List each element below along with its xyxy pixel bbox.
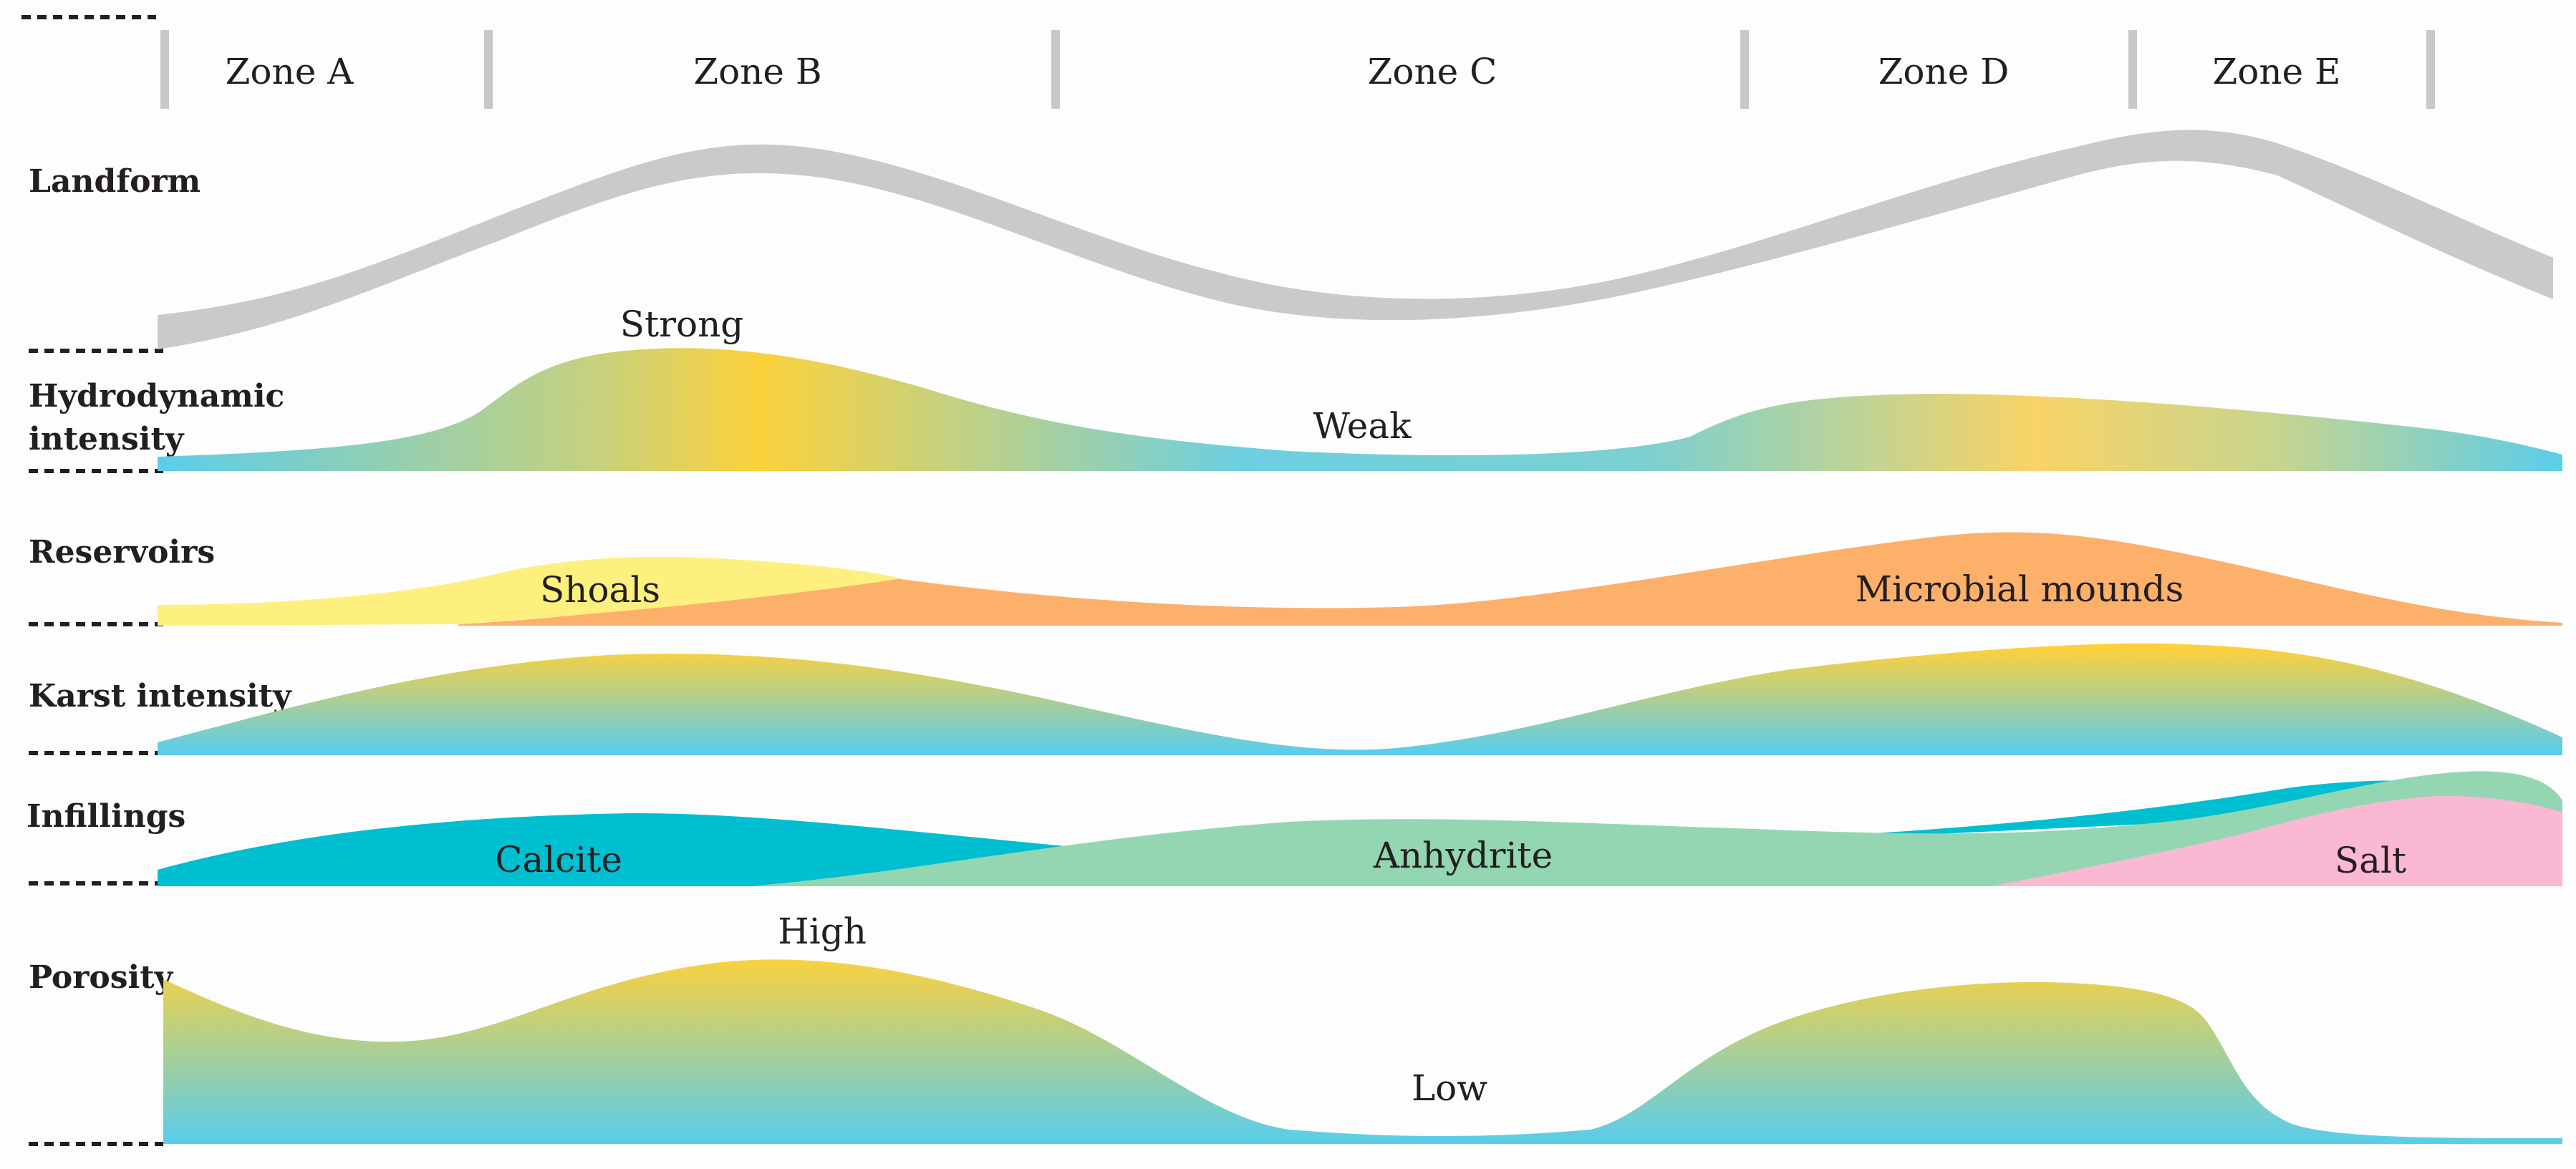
zone-labels: Zone A Zone B Zone C Zone D Zone E — [226, 51, 2341, 92]
infilling-calcite-upper — [1862, 780, 2464, 838]
row-label-reservoirs: Reservoirs — [29, 534, 215, 571]
label-weak: Weak — [1313, 405, 1412, 447]
label-calcite: Calcite — [495, 839, 622, 881]
row-label-landform: Landform — [29, 163, 201, 200]
row-label-hydro-2: intensity — [29, 421, 185, 457]
infilling-anhydrite — [752, 771, 2562, 886]
row-labels: Landform Hydrodynamic intensity Reservoi… — [26, 163, 292, 996]
zone-ticks — [160, 30, 2435, 109]
row-label-hydro-1: Hydrodynamic — [29, 378, 284, 414]
row-separators — [21, 15, 163, 1146]
reservoir-shoals — [158, 556, 902, 626]
label-microbial-mounds: Microbial mounds — [1856, 568, 2184, 610]
label-salt: Salt — [2335, 840, 2406, 881]
label-strong: Strong — [620, 304, 744, 345]
label-high: High — [778, 911, 867, 952]
porosity-area — [163, 959, 2562, 1144]
infilling-calcite — [158, 813, 1089, 886]
label-shoals: Shoals — [540, 569, 660, 611]
label-anhydrite: Anhydrite — [1373, 835, 1553, 876]
infilling-salt — [1991, 795, 2562, 886]
annotations: Strong Weak Shoals Microbial mounds Calc… — [495, 304, 2406, 1109]
zone-d-label: Zone D — [1878, 51, 2010, 92]
zone-c-label: Zone C — [1368, 51, 1497, 92]
karst-intensity-area — [158, 643, 2562, 755]
reservoir-microbial-mounds — [458, 532, 2562, 626]
row-label-porosity: Porosity — [29, 959, 174, 996]
zone-b-label: Zone B — [693, 51, 821, 92]
zone-a-label: Zone A — [226, 51, 354, 92]
landform-band — [158, 130, 2553, 349]
row-label-infillings: Infillings — [26, 798, 185, 835]
label-low: Low — [1412, 1067, 1487, 1109]
hydro-intensity-area — [158, 348, 2562, 471]
row-label-karst: Karst intensity — [29, 678, 292, 714]
zone-e-label: Zone E — [2212, 51, 2340, 92]
